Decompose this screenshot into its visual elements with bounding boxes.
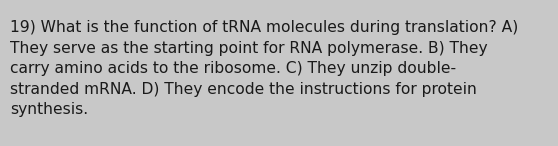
Text: 19) What is the function of tRNA molecules during translation? A)
They serve as : 19) What is the function of tRNA molecul…	[10, 20, 518, 117]
